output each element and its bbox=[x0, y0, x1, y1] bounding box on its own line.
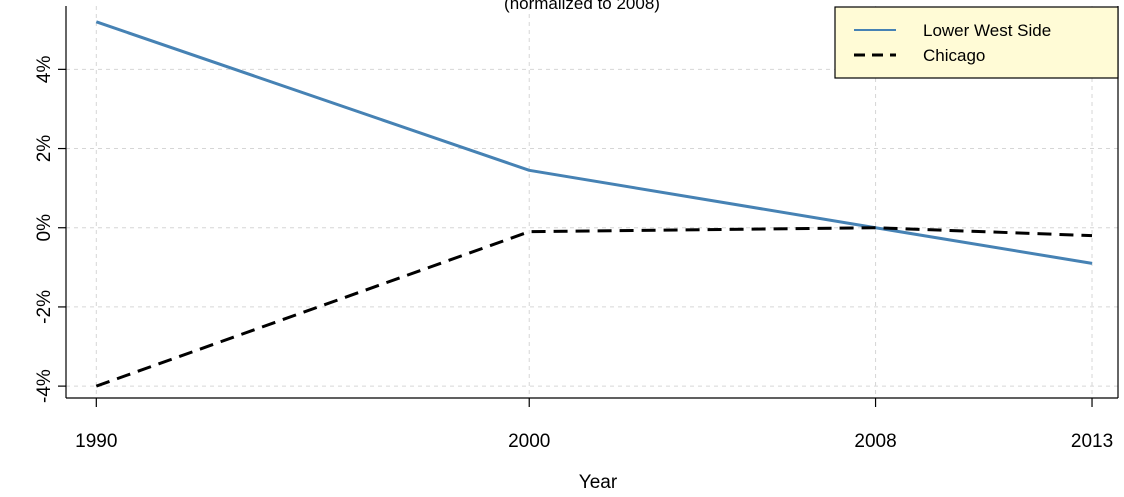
tick-labels: 1990 2000 2008 2013 -4% -2% 0% 2% 4% bbox=[34, 56, 1113, 452]
y-tick-label: 4% bbox=[34, 56, 55, 84]
chart-subtitle: (normalized to 2008) bbox=[504, 0, 660, 13]
legend-box bbox=[834, 6, 1119, 79]
legend: Lower West Side Chicago bbox=[834, 6, 1119, 79]
x-tick-label: 2013 bbox=[1071, 431, 1113, 452]
legend-label: Lower West Side bbox=[923, 21, 1051, 40]
y-tick-label: -4% bbox=[34, 369, 55, 403]
legend-label: Chicago bbox=[923, 46, 985, 65]
y-tick-label: 0% bbox=[34, 214, 55, 242]
series-line-lower-west-side bbox=[95, 20, 1093, 265]
x-tick-label: 2008 bbox=[854, 431, 896, 452]
y-tick-label: -2% bbox=[34, 290, 55, 324]
x-tick-label: 2000 bbox=[508, 431, 550, 452]
y-tick-label: 2% bbox=[34, 135, 55, 163]
series-lines bbox=[95, 20, 1093, 388]
series-line-chicago bbox=[95, 226, 1093, 388]
x-tick-label: 1990 bbox=[75, 431, 117, 452]
x-axis-title: Year bbox=[579, 472, 618, 493]
